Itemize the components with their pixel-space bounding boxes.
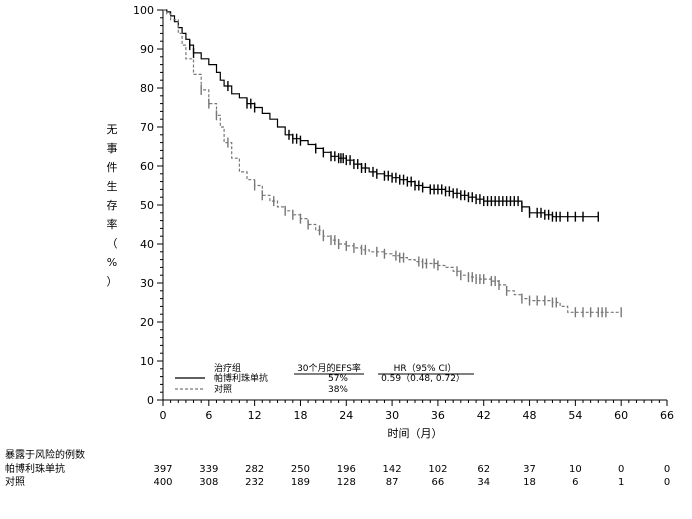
y-axis-title-char: ）: [107, 275, 118, 288]
y-axis-title-char: 存: [107, 198, 118, 212]
risk-value: 10: [569, 464, 582, 475]
y-axis-title-char: 件: [107, 161, 118, 174]
x-tick-label: 6: [205, 409, 212, 422]
y-tick-label: 0: [147, 394, 154, 407]
legend: 治疗组 30个月的EFS率 HR（95% CI） 帕博利珠单抗 57% 0.59（0.48…: [175, 362, 474, 395]
y-axis-title-char: 事: [107, 142, 118, 155]
x-tick-label: 18: [293, 409, 307, 422]
series-line-2: [163, 9, 622, 313]
risk-value: 339: [199, 464, 218, 475]
risk-value: 102: [428, 464, 447, 475]
risk-value: 0: [664, 464, 670, 475]
x-tick-label: 42: [477, 409, 491, 422]
risk-value: 66: [432, 477, 445, 488]
x-tick-label: 24: [339, 409, 353, 422]
y-axis-title-char: 无: [107, 123, 118, 136]
risk-value: 18: [523, 477, 536, 488]
risk-value: 37: [523, 464, 536, 475]
series-line-1: [163, 9, 599, 218]
risk-value: 196: [337, 464, 356, 475]
risk-value: 142: [383, 464, 402, 475]
y-axis-title-char: %: [107, 256, 117, 269]
x-tick-label: 0: [160, 409, 167, 422]
risk-table-title: 暴露于风险的例数: [5, 448, 85, 461]
risk-value: 0: [618, 464, 624, 475]
legend-series-name: 帕博利珠单抗: [214, 372, 268, 384]
risk-value: 6: [572, 477, 578, 488]
x-tick-label: 48: [523, 409, 537, 422]
risk-value: 0: [664, 477, 670, 488]
risk-value: 397: [153, 464, 172, 475]
series-group: [163, 9, 622, 318]
axes: 0 10 20 30 40 50 60 70 80 90 100 0 6 12 18 24 30 36 42 48 54…: [107, 4, 675, 440]
risk-value: 250: [291, 464, 310, 475]
risk-value: 128: [337, 477, 356, 488]
risk-value: 400: [153, 477, 172, 488]
y-tick-label: 20: [140, 316, 154, 329]
legend-header-hr: HR（95% CI）: [394, 363, 457, 374]
x-tick-label: 66: [660, 409, 674, 422]
risk-value: 62: [477, 464, 490, 475]
x-tick-label: 60: [614, 409, 628, 422]
legend-header-efs: 30个月的EFS率: [297, 362, 361, 374]
y-tick-label: 50: [140, 199, 154, 212]
legend-efs-value: 38%: [328, 385, 348, 395]
legend-header-group: 治疗组: [214, 362, 241, 374]
risk-value: 308: [199, 477, 218, 488]
risk-value: 189: [291, 477, 310, 488]
risk-value: 34: [477, 477, 490, 488]
y-tick-label: 90: [140, 43, 154, 56]
x-tick-label: 30: [385, 409, 399, 422]
x-tick-label: 12: [248, 409, 262, 422]
legend-efs-value: 57%: [328, 374, 348, 384]
risk-row-label: 帕博利珠单抗: [5, 462, 65, 475]
x-tick-label: 54: [568, 409, 582, 422]
risk-value: 87: [386, 477, 399, 488]
y-axis-title-char: （: [107, 237, 118, 250]
legend-hr-value: 0.59（0.48, 0.72）: [381, 373, 465, 384]
y-tick-label: 40: [140, 238, 154, 251]
y-axis-title-char: 生: [107, 179, 118, 193]
y-tick-label: 100: [133, 4, 154, 17]
y-axis-title-char: 率: [107, 217, 118, 231]
y-tick-label: 80: [140, 82, 154, 95]
y-tick-label: 70: [140, 121, 154, 134]
x-axis-title: 时间（月）: [388, 427, 443, 440]
legend-series-name: 对照: [214, 383, 232, 395]
risk-value: 232: [245, 477, 264, 488]
risk-value: 282: [245, 464, 264, 475]
y-tick-label: 10: [140, 355, 154, 368]
risk-value: 1: [618, 477, 624, 488]
y-tick-label: 60: [140, 160, 154, 173]
x-tick-label: 36: [431, 409, 445, 422]
risk-row-label: 对照: [5, 475, 25, 488]
y-tick-label: 30: [140, 277, 154, 290]
